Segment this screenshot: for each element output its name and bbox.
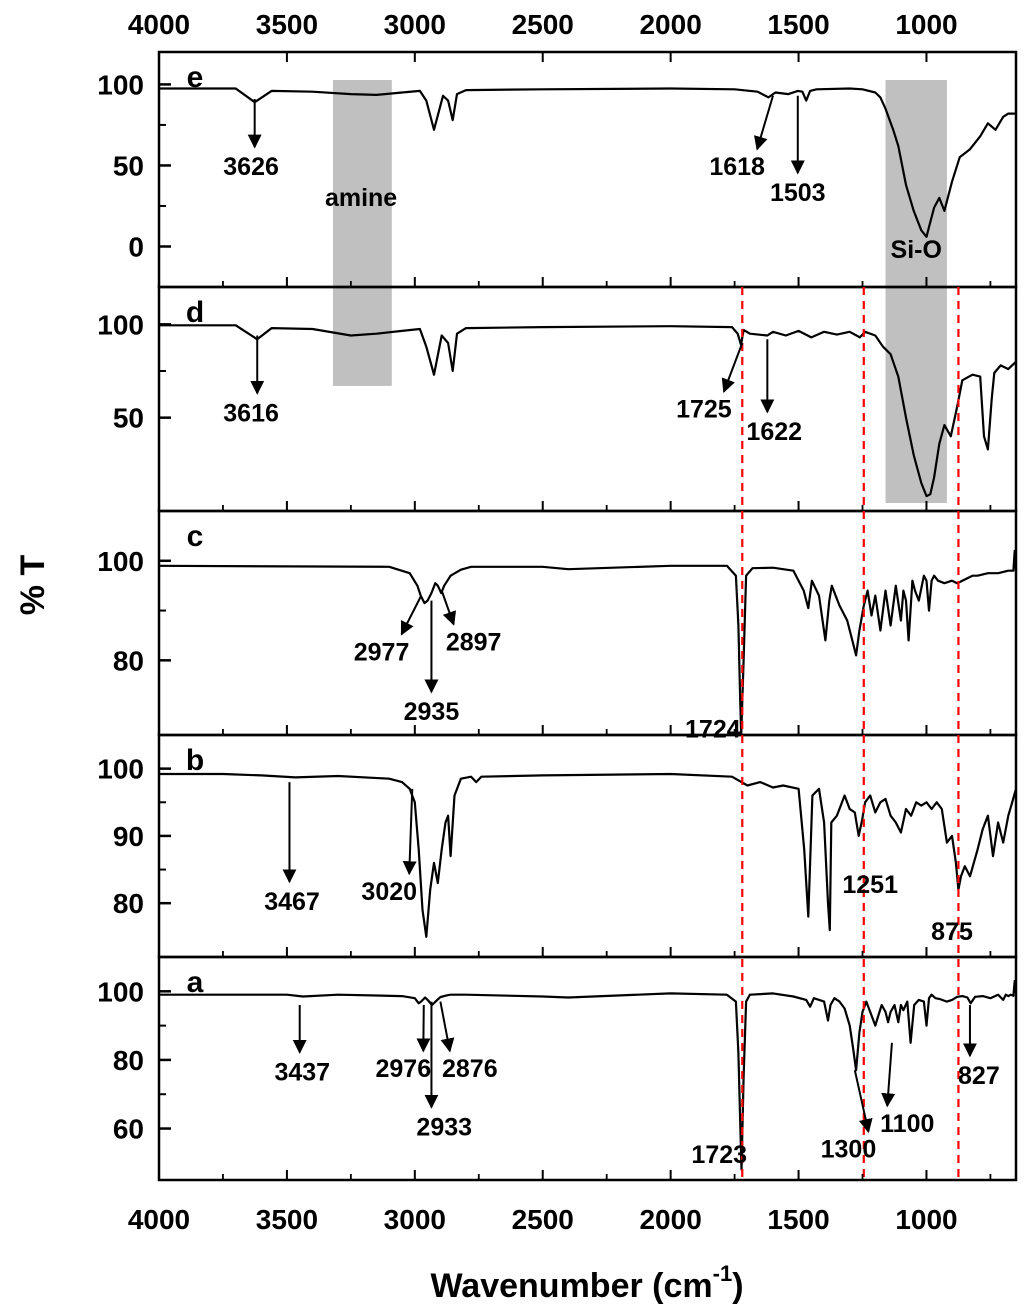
axes: 0 50 100 50 100 80 100 80 90 100 60 80 100 4000 4000 35…	[97, 9, 992, 1235]
xtick-label-bottom-3500: 3500	[256, 1204, 318, 1235]
ytick-label-a-100: 100	[97, 976, 144, 1007]
peak-label-2876: 2876	[442, 1055, 498, 1083]
spectrum-a	[159, 979, 1018, 1171]
peak-label-1618: 1618	[709, 153, 765, 181]
band-d-1	[885, 286, 947, 503]
peak-label-2976: 2976	[375, 1055, 431, 1083]
y-axis-label: % T	[14, 555, 52, 616]
ytick-label-e-100: 100	[97, 69, 144, 100]
spectrum-e	[159, 87, 1016, 238]
peak-label-1622: 1622	[746, 418, 802, 446]
ytick-label-a-60: 60	[113, 1114, 144, 1145]
peak-label-827: 827	[958, 1062, 1000, 1090]
peak-label-3626: 3626	[223, 153, 279, 181]
xtick-label-top-1000: 1000	[895, 9, 957, 40]
spectrum-d	[159, 324, 1017, 498]
arrow-3020	[402, 788, 417, 876]
arrow-2897	[440, 590, 457, 626]
peak-label-2933: 2933	[416, 1113, 472, 1141]
ytick-label-b-100: 100	[97, 754, 144, 785]
peak-label-1725: 1725	[676, 396, 732, 424]
peak-label-3467: 3467	[264, 888, 320, 916]
band-d-0	[332, 286, 392, 386]
peak-label-1724: 1724	[685, 715, 741, 743]
panel-frame-a	[157, 955, 1018, 1182]
peak-label-1300: 1300	[821, 1136, 877, 1164]
spectrum-b	[159, 772, 1018, 938]
ytick-label-e-0: 0	[128, 231, 144, 262]
peak-label-875: 875	[931, 918, 973, 946]
xtick-label-bottom-1500: 1500	[767, 1204, 829, 1235]
band-label-si-o: Si-O	[891, 236, 942, 264]
reference-lines	[741, 287, 960, 1180]
ytick-label-b-90: 90	[113, 821, 144, 852]
peak-label-2935: 2935	[404, 698, 460, 726]
x-axis-label: Wavenumber (cm-1)	[430, 1261, 743, 1305]
panel-frame-c	[157, 509, 1018, 737]
xtick-label-top-2500: 2500	[512, 9, 574, 40]
ytick-label-a-80: 80	[113, 1045, 144, 1076]
xtick-label-top-3000: 3000	[384, 9, 446, 40]
xtick-label-bottom-1000: 1000	[895, 1204, 957, 1235]
peak-label-1100: 1100	[880, 1110, 934, 1138]
spectra	[157, 87, 1018, 1171]
band-e-0	[332, 80, 392, 287]
highlight-bands	[332, 80, 947, 503]
band-label-amine: amine	[325, 184, 397, 212]
xtick-label-bottom-3000: 3000	[384, 1204, 446, 1235]
band-e-1	[885, 80, 947, 287]
arrow-2977	[400, 595, 423, 636]
peak-label-2897: 2897	[446, 628, 502, 656]
peak-label-3020: 3020	[361, 878, 417, 906]
xtick-label-top-4000: 4000	[128, 9, 190, 40]
x-axis-label-superscript: -1	[713, 1261, 733, 1286]
panel-frame-b	[157, 733, 1018, 959]
panel-label-d: d	[186, 296, 204, 329]
peak-label-3437: 3437	[274, 1059, 330, 1087]
xtick-label-top-2000: 2000	[639, 9, 701, 40]
peak-label-1503: 1503	[770, 179, 826, 207]
peak-label-1251: 1251	[842, 871, 898, 899]
panel-label-e: e	[187, 61, 204, 94]
xtick-label-bottom-4000: 4000	[128, 1204, 190, 1235]
ytick-label-d-50: 50	[113, 403, 144, 434]
arrow-1725	[721, 342, 744, 393]
ytick-label-c-100: 100	[97, 546, 144, 577]
xtick-label-top-1500: 1500	[767, 9, 829, 40]
peak-label-3616: 3616	[223, 399, 279, 427]
peak-label-1723: 1723	[691, 1141, 747, 1169]
arrow-1618	[754, 95, 774, 151]
spectrum-c	[157, 549, 1018, 737]
panel-label-c: c	[187, 520, 204, 553]
ytick-label-e-50: 50	[113, 150, 144, 181]
panel-label-b: b	[186, 744, 204, 777]
panel-label-a: a	[187, 966, 204, 999]
xtick-label-bottom-2000: 2000	[639, 1204, 701, 1235]
xtick-label-top-3500: 3500	[256, 9, 318, 40]
ytick-label-b-80: 80	[113, 888, 144, 919]
xtick-label-bottom-2500: 2500	[512, 1204, 574, 1235]
arrow-2876	[439, 1001, 455, 1053]
arrow-1100	[881, 1042, 896, 1108]
x-axis-label-main: Wavenumber (cm	[430, 1267, 712, 1305]
arrow-1300	[853, 1069, 873, 1134]
ytick-label-c-80: 80	[113, 645, 144, 676]
x-axis-label-close: )	[732, 1267, 743, 1305]
panel-frames	[157, 50, 1018, 1182]
ytick-label-d-100: 100	[97, 309, 144, 340]
peak-label-2977: 2977	[354, 638, 410, 666]
